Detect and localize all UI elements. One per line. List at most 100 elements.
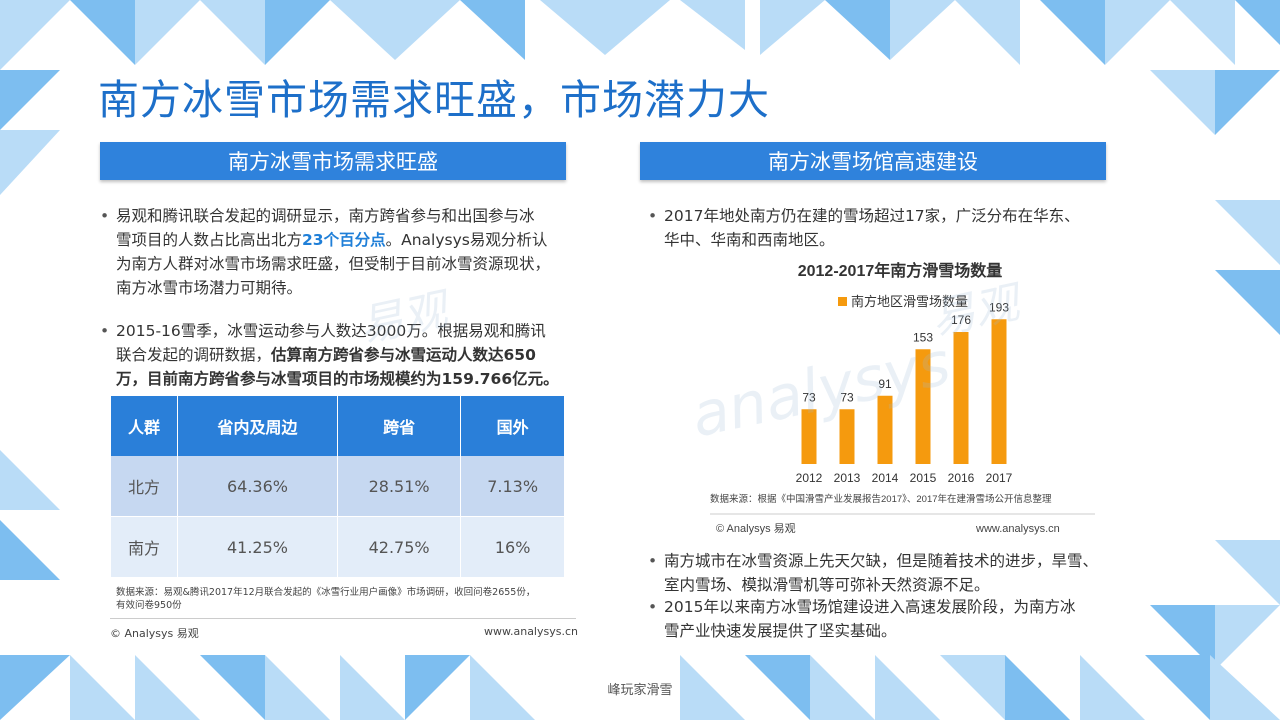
decorative-triangle bbox=[680, 0, 745, 50]
table-cell: 南方 bbox=[111, 516, 178, 577]
decorative-triangle bbox=[470, 655, 535, 720]
text-span: 。Analysys易观分析认 bbox=[385, 231, 548, 249]
left-source-note: 数据来源：易观&腾讯2017年12月联合发起的《冰雪行业用户画像》市场调研，收回… bbox=[116, 586, 586, 612]
text-line: 易观和腾讯联合发起的调研显示，南方跨省参与和出国参与冰 bbox=[116, 207, 535, 225]
source-line: 有效问卷950份 bbox=[116, 600, 182, 611]
bar-value-label: 153 bbox=[913, 330, 933, 344]
table-header-cell: 跨省 bbox=[337, 396, 462, 456]
bar-value-label: 193 bbox=[989, 300, 1009, 314]
decorative-triangle bbox=[0, 70, 60, 130]
decorative-triangle bbox=[200, 0, 265, 65]
decorative-triangle bbox=[460, 0, 525, 60]
left-website: www.analysys.cn bbox=[484, 625, 578, 638]
bar-value-label: 73 bbox=[802, 390, 816, 404]
right-bullet-1: • 2017年地处南方仍在建的雪场超过17家，广泛分布在华东、 华中、华南和西南… bbox=[648, 204, 1124, 252]
highlight-percentage: 23个百分点 bbox=[302, 231, 386, 249]
table-header-cell: 省内及周边 bbox=[177, 396, 338, 456]
decorative-triangle bbox=[0, 520, 60, 580]
text-span: 雪项目的人数占比高出北方 bbox=[116, 231, 303, 249]
decorative-triangle bbox=[1080, 655, 1145, 720]
table-cell: 41.25% bbox=[177, 516, 338, 577]
x-tick-label: 2017 bbox=[986, 471, 1013, 485]
bullet-dot: • bbox=[100, 207, 110, 225]
decorative-triangle bbox=[1170, 0, 1235, 65]
left-divider bbox=[110, 618, 576, 619]
text-line: 联合发起的调研数据，估算南方跨省参与冰雪运动人数达650 bbox=[116, 343, 576, 367]
ski-resort-count-chart: 2012-2017年南方滑雪场数量 南方地区滑雪场数量 73 2012 73 2013… bbox=[710, 261, 1095, 535]
text-line: 南方冰雪市场潜力可期待。 bbox=[116, 279, 303, 297]
chart-bar bbox=[953, 332, 969, 464]
table-header-cell: 国外 bbox=[460, 396, 565, 456]
decorative-triangle bbox=[940, 655, 1005, 720]
bar-value-label: 176 bbox=[951, 313, 971, 327]
bullet-dot: • bbox=[648, 207, 658, 225]
left-bullet-2: • 2015-16雪季，冰雪运动参与人数达3000万。根据易观和腾讯 联合发起的… bbox=[100, 319, 576, 391]
chart-bar bbox=[839, 409, 855, 464]
chart-bar bbox=[991, 319, 1007, 464]
table-cell: 7.13% bbox=[460, 456, 565, 517]
bullet-dot: • bbox=[100, 322, 110, 340]
right-source-note: 数据来源：根据《中国滑雪产业发展报告2017》、2017年在建滑雪场公开信息整理 bbox=[710, 493, 1052, 505]
text-line: 华中、华南和西南地区。 bbox=[664, 231, 835, 249]
decorative-triangle bbox=[1210, 655, 1280, 720]
decorative-triangle bbox=[825, 0, 890, 60]
decorative-triangle bbox=[0, 655, 70, 720]
decorative-triangle bbox=[1150, 70, 1215, 135]
decorative-triangle bbox=[1040, 0, 1105, 65]
text-line: 雪项目的人数占比高出北方23个百分点。Analysys易观分析认 bbox=[116, 228, 576, 252]
decorative-triangle bbox=[1215, 70, 1280, 135]
bullet-dot: • bbox=[648, 598, 658, 616]
decorative-triangle bbox=[1215, 540, 1280, 605]
text-line: 雪产业快速发展提供了坚实基础。 bbox=[664, 622, 897, 640]
right-copyright: © Analysys 易观 bbox=[716, 522, 796, 535]
table-row: 北方 64.36% 28.51% 7.13% bbox=[111, 456, 565, 517]
text-span: 联合发起的调研数据， bbox=[116, 346, 272, 364]
text-line: 2015年以来南方冰雪场馆建设进入高速发展阶段，为南方冰 bbox=[664, 598, 1076, 616]
table-header-row: 人群 省内及周边 跨省 国外 bbox=[111, 396, 565, 456]
decorative-triangle bbox=[680, 655, 745, 720]
bar-value-label: 91 bbox=[878, 377, 892, 391]
text-line: 室内雪场、模拟滑雪机等可弥补天然资源不足。 bbox=[664, 576, 990, 594]
left-bullet-1: • 易观和腾讯联合发起的调研显示，南方跨省参与和出国参与冰 雪项目的人数占比高出… bbox=[100, 204, 576, 300]
decorative-triangle bbox=[135, 655, 200, 720]
decorative-triangle bbox=[760, 0, 825, 55]
decorative-triangle bbox=[340, 655, 405, 720]
decorative-triangle bbox=[405, 655, 470, 720]
table-cell: 42.75% bbox=[337, 516, 462, 577]
legend-swatch bbox=[838, 297, 847, 306]
decorative-triangle bbox=[0, 0, 70, 70]
table-header-cell: 人群 bbox=[111, 396, 178, 456]
table-row: 南方 41.25% 42.75% 16% bbox=[111, 516, 565, 577]
bold-text: 估算南方跨省参与冰雪运动人数达650 bbox=[271, 346, 536, 364]
table-cell: 北方 bbox=[111, 456, 178, 517]
decorative-triangle bbox=[745, 655, 810, 720]
decorative-triangle bbox=[1215, 605, 1280, 670]
decorative-triangle bbox=[70, 655, 135, 720]
x-tick-label: 2013 bbox=[834, 471, 861, 485]
bullet-dot: • bbox=[648, 552, 658, 570]
text-line: 万，目前南方跨省参与冰雪项目的市场规模约为159.766亿元。 bbox=[116, 370, 559, 388]
participation-table: 人群 省内及周边 跨省 国外 北方 64.36% 28.51% 7.13% 南方… bbox=[111, 396, 565, 577]
decorative-triangle bbox=[1215, 270, 1280, 335]
x-tick-label: 2014 bbox=[872, 471, 899, 485]
decorative-triangle bbox=[1005, 655, 1070, 720]
decorative-triangle bbox=[810, 655, 875, 720]
left-section-header: 南方冰雪市场需求旺盛 bbox=[100, 142, 566, 180]
x-tick-label: 2012 bbox=[796, 471, 823, 485]
chart-title: 2012-2017年南方滑雪场数量 bbox=[798, 261, 1003, 280]
decorative-triangle bbox=[540, 0, 605, 55]
decorative-triangle bbox=[875, 655, 940, 720]
right-website: www.analysys.cn bbox=[975, 523, 1060, 535]
decorative-triangle bbox=[200, 655, 265, 720]
chart-bar bbox=[801, 409, 817, 464]
decorative-triangle bbox=[890, 0, 955, 60]
bar-value-label: 73 bbox=[840, 390, 854, 404]
x-tick-label: 2016 bbox=[948, 471, 975, 485]
table-cell: 64.36% bbox=[177, 456, 338, 517]
right-bullet-2: • 南方城市在冰雪资源上先天欠缺，但是随着技术的进步，旱雪、 室内雪场、模拟滑雪… bbox=[648, 549, 1134, 597]
decorative-triangle bbox=[135, 0, 200, 65]
right-section-header: 南方冰雪场馆高速建设 bbox=[640, 142, 1106, 180]
decorative-triangle bbox=[0, 130, 60, 195]
decorative-triangle bbox=[1150, 605, 1215, 670]
text-line: 为南方人群对冰雪市场需求旺盛，但受制于目前冰雪资源现状， bbox=[116, 255, 551, 273]
